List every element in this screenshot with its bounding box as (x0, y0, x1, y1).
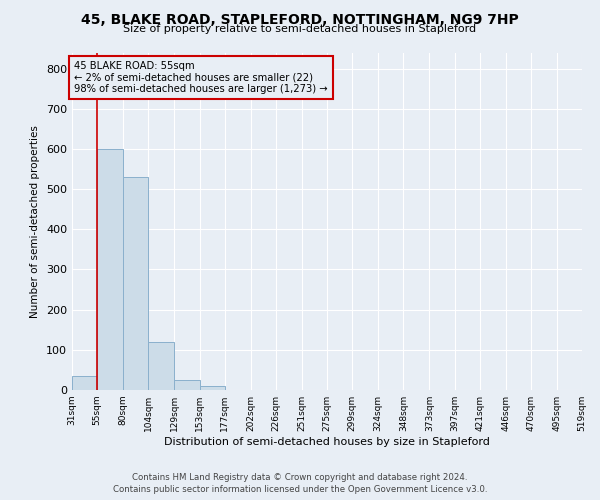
Bar (72, 376, 97, 390)
Text: Size of property relative to semi-detached houses in Stapleford: Size of property relative to semi-detach… (124, 24, 476, 34)
Bar (97, 149, 123, 390)
X-axis label: Distribution of semi-detached houses by size in Stapleford: Distribution of semi-detached houses by … (164, 437, 490, 447)
Bar (148, 342, 175, 390)
Bar (123, 177, 148, 390)
Bar (175, 380, 199, 390)
Text: Contains HM Land Registry data © Crown copyright and database right 2024.
Contai: Contains HM Land Registry data © Crown c… (113, 472, 487, 494)
Y-axis label: Number of semi-detached properties: Number of semi-detached properties (31, 125, 40, 318)
Text: 45 BLAKE ROAD: 55sqm
← 2% of semi-detached houses are smaller (22)
98% of semi-d: 45 BLAKE ROAD: 55sqm ← 2% of semi-detach… (74, 60, 328, 94)
Bar (199, 386, 224, 390)
Text: 45, BLAKE ROAD, STAPLEFORD, NOTTINGHAM, NG9 7HP: 45, BLAKE ROAD, STAPLEFORD, NOTTINGHAM, … (81, 12, 519, 26)
